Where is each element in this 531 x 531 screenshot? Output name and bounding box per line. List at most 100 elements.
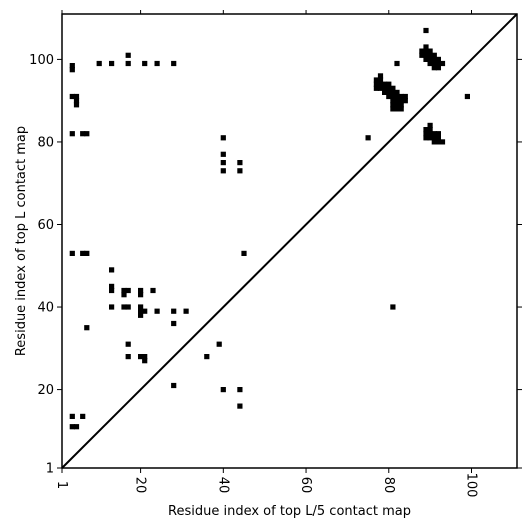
contact-point — [394, 60, 400, 67]
contact-point — [423, 56, 429, 62]
contact-point — [220, 387, 226, 393]
contact-point — [171, 308, 177, 314]
contact-point — [125, 304, 131, 310]
contact-point — [427, 52, 433, 58]
contact-point — [390, 106, 396, 112]
contact-point — [121, 304, 127, 310]
contact-point — [464, 93, 470, 100]
contact-point — [121, 292, 127, 298]
contact-point — [142, 354, 148, 360]
contact-point — [427, 127, 433, 133]
contact-point — [423, 127, 429, 133]
contact-point — [382, 89, 388, 95]
contact-point — [435, 131, 441, 137]
x-tick-label: 100 — [464, 473, 479, 498]
contact-point — [427, 122, 433, 128]
contact-point — [431, 60, 437, 67]
contact-point — [125, 287, 131, 294]
contact-points — [69, 27, 470, 430]
contact-point — [171, 60, 177, 67]
x-tick-label: 60 — [298, 477, 313, 494]
contact-point — [431, 65, 437, 71]
contact-point — [373, 85, 379, 91]
contact-point — [423, 135, 429, 141]
contact-point — [125, 341, 131, 347]
contact-point — [84, 131, 90, 137]
contact-point — [398, 102, 404, 108]
contact-point — [142, 60, 148, 67]
contact-point — [125, 52, 131, 58]
contact-point — [377, 77, 384, 83]
contact-point — [237, 403, 243, 409]
contact-point — [394, 106, 400, 112]
contact-point — [125, 60, 131, 67]
contact-point — [431, 139, 437, 145]
contact-point — [427, 135, 433, 141]
contact-point — [138, 304, 144, 310]
contact-point — [69, 67, 75, 73]
contact-point — [423, 48, 429, 54]
x-tick-label: 20 — [133, 477, 148, 494]
contact-point — [435, 56, 441, 62]
contact-point — [138, 308, 144, 314]
contact-point — [109, 304, 115, 310]
contact-point — [125, 354, 131, 360]
contact-point — [142, 358, 148, 364]
contact-point — [377, 73, 384, 79]
contact-point — [365, 135, 371, 141]
contact-point — [69, 63, 75, 69]
x-tick-label: 80 — [381, 477, 396, 494]
contact-point — [390, 102, 396, 108]
contact-point — [73, 98, 80, 104]
y-tick-label: 20 — [37, 383, 54, 398]
contact-point — [427, 60, 433, 67]
contact-point — [386, 89, 392, 95]
contact-point — [423, 131, 429, 137]
contact-point — [386, 85, 392, 91]
contact-point — [419, 48, 425, 54]
contact-point — [423, 44, 429, 50]
contact-point — [427, 131, 433, 137]
x-axis-label: Residue index of top L/5 contact map — [168, 504, 411, 519]
contact-point — [204, 354, 210, 360]
x-axis-ticks: 1 20 40 60 80 100 — [54, 10, 479, 497]
contact-point — [80, 131, 86, 137]
y-axis-label: Residue index of top L contact map — [14, 126, 29, 356]
contact-point — [431, 52, 437, 58]
contact-point — [80, 413, 86, 419]
contact-point — [154, 60, 160, 67]
contact-point — [373, 77, 379, 83]
y-tick-label: 80 — [37, 135, 54, 150]
y-tick-label: 40 — [37, 301, 54, 316]
contact-point — [390, 89, 396, 95]
contact-point — [382, 85, 388, 91]
contact-point — [220, 168, 226, 174]
contact-point — [394, 93, 400, 100]
contact-point — [386, 93, 392, 100]
contact-point — [171, 382, 177, 389]
contact-point — [402, 98, 408, 104]
contact-point — [419, 52, 425, 58]
contact-point — [69, 424, 75, 430]
contact-point — [390, 93, 396, 100]
contact-point — [439, 60, 446, 67]
contact-point — [431, 56, 437, 62]
contact-point — [73, 93, 80, 100]
contact-point — [237, 160, 243, 166]
contact-point — [220, 160, 226, 166]
y-tick-label: 1 — [46, 462, 54, 477]
contact-point — [138, 287, 144, 294]
contact-point — [394, 89, 400, 95]
contact-point — [73, 102, 80, 108]
contact-point — [435, 139, 441, 145]
contact-point — [373, 81, 379, 87]
contact-point — [138, 312, 144, 318]
contact-point — [220, 135, 226, 141]
y-tick-label: 100 — [29, 53, 54, 68]
contact-point — [377, 81, 384, 87]
contact-point — [171, 320, 177, 327]
contact-point — [431, 131, 437, 137]
contact-point — [237, 387, 243, 393]
contact-point — [121, 287, 127, 294]
